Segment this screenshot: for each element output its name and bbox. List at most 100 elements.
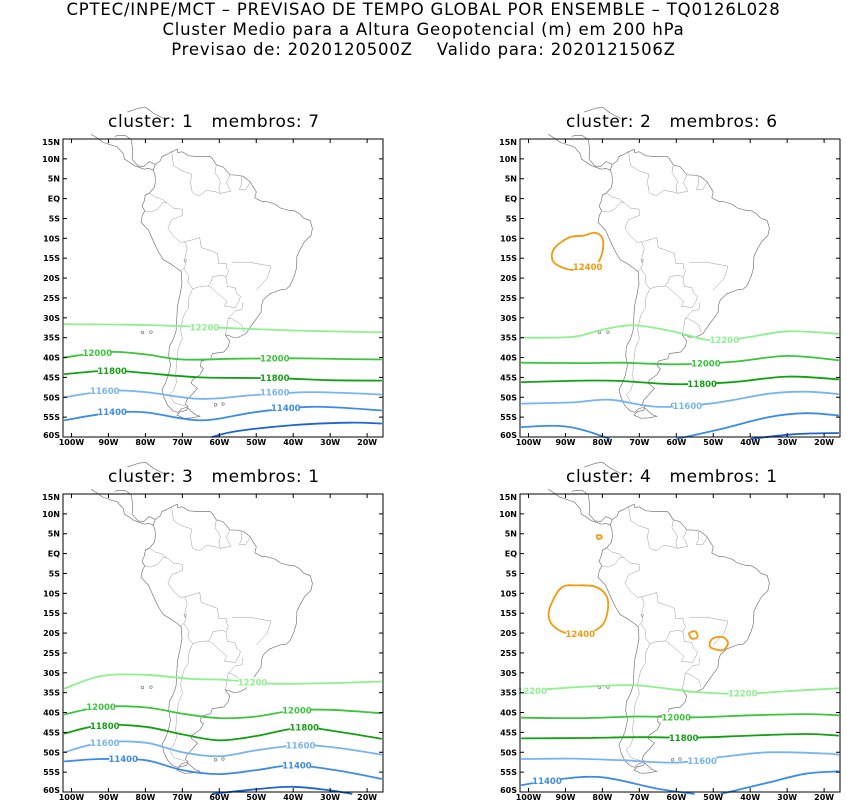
contour-label-bg <box>260 372 289 383</box>
country-border <box>671 164 678 194</box>
lat-label: 15S <box>500 609 517 618</box>
lat-label: 30S <box>43 314 60 323</box>
island <box>149 330 153 334</box>
country-border <box>232 261 272 291</box>
country-border <box>208 277 241 308</box>
panel-3-title: cluster: 3 membros: 1 <box>108 467 320 487</box>
map-frame <box>519 138 841 438</box>
lat-label: EQ <box>505 550 517 559</box>
country-border <box>183 268 227 290</box>
lat-label: 15S <box>43 254 60 263</box>
panel-4-title: cluster: 4 membros: 1 <box>566 467 778 487</box>
map-axes: 15N 10N 5N EQ 5S 10S 15S 20S 25S 30S 35S 40S 45S 50S 5… <box>42 493 383 802</box>
lat-label: 25S <box>500 294 517 303</box>
contour-label-12400: 12400 <box>565 630 595 640</box>
lat-label: 25S <box>43 294 60 303</box>
panel-2-title: cluster: 2 membros: 6 <box>566 112 778 132</box>
country-border <box>640 623 684 645</box>
country-border <box>169 288 193 407</box>
contour-label-bg <box>87 701 116 712</box>
map-geography <box>547 106 770 419</box>
lat-label: 35S <box>43 689 60 698</box>
lat-label: 45S <box>500 728 517 737</box>
contour-12400 <box>708 635 729 652</box>
contour-label-bg <box>271 402 300 413</box>
country-border <box>606 192 624 203</box>
map-axes: 15N 10N 5N EQ 5S 10S 15S 20S 25S 30S 35S 40S 45S 50S 5… <box>42 138 383 447</box>
lon-label: 20W <box>357 438 377 447</box>
contour-12200 <box>521 684 839 695</box>
lon-label: 40W <box>283 438 303 447</box>
country-border <box>626 288 650 407</box>
lon-label: 90W <box>555 438 575 447</box>
lat-label: 20S <box>500 629 517 638</box>
contour-12000 <box>63 350 382 361</box>
lat-label: 5S <box>506 214 518 223</box>
contour-label-bg <box>290 722 319 733</box>
country-border <box>184 592 229 633</box>
lat-label: 25S <box>43 649 60 658</box>
country-border <box>166 202 188 272</box>
lat-label: 60S <box>43 431 60 440</box>
lon-label: 100W <box>59 793 85 802</box>
contour-label-bg <box>573 261 602 272</box>
country-border <box>626 643 650 762</box>
lat-label: 15N <box>42 138 60 147</box>
lat-label: 50S <box>43 393 60 402</box>
contour-12400 <box>547 584 610 636</box>
country-border <box>689 261 729 291</box>
map-axes: 15N 10N 5N EQ 5S 10S 15S 20S 25S 30S 35S 40S 45S 50S 5… <box>499 138 840 447</box>
central-america-coastline <box>114 490 156 522</box>
tierra-del-fuego-coastline <box>176 762 201 774</box>
lon-label: 100W <box>516 793 542 802</box>
contour-label-bg <box>532 775 561 786</box>
caribbean-coastline <box>127 461 165 475</box>
country-border <box>239 181 251 191</box>
contour-label-11800: 11800 <box>669 734 699 744</box>
contour-label-bg <box>691 358 720 369</box>
contour-label-bg <box>282 705 311 716</box>
contour-label-bg <box>688 378 717 389</box>
country-border <box>227 302 245 333</box>
lat-label: 45S <box>500 373 517 382</box>
lake-outline <box>640 259 645 264</box>
map-axes: 15N 10N 5N EQ 5S 10S 15S 20S 25S 30S 35S 40S 45S 50S 5… <box>499 493 840 802</box>
lon-label: 80W <box>592 438 612 447</box>
country-border <box>214 164 221 194</box>
contour-label-11600: 11600 <box>687 757 717 767</box>
central-america-pacific-coastline <box>90 133 154 171</box>
contour-label-bg <box>98 365 127 376</box>
country-border <box>224 673 229 690</box>
lon-label: 70W <box>172 793 192 802</box>
contour-layer: 12400 12200 12200 12000 11800 11600 11400 <box>517 534 839 795</box>
map-geography <box>90 106 313 419</box>
country-border <box>696 181 708 191</box>
contour-label-11400: 11400 <box>108 755 138 765</box>
contour-label-12000: 12000 <box>86 703 116 713</box>
contour-label-bg <box>260 353 289 364</box>
lat-label: 40S <box>500 354 517 363</box>
lon-label: 70W <box>172 438 192 447</box>
lon-label: 60W <box>209 793 229 802</box>
header-line-2: Cluster Medio para a Altura Geopotencial… <box>162 20 685 39</box>
contour-label-12200: 12200 <box>728 690 758 700</box>
lon-label: 90W <box>98 438 118 447</box>
contour-12200 <box>521 324 839 342</box>
figure-header: CPTEC/INPE/MCT – PREVISAO DE TEMPO GLOBA… <box>0 0 847 60</box>
lat-label: 10N <box>499 155 517 164</box>
contour-11200 <box>750 432 839 440</box>
country-border <box>628 506 651 549</box>
country-border <box>239 531 242 545</box>
lat-label: 15N <box>499 493 517 502</box>
country-border <box>601 201 624 213</box>
contour-label-11600: 11600 <box>90 739 120 749</box>
lon-label: 60W <box>666 793 686 802</box>
country-border <box>149 547 167 558</box>
caribbean-coastline <box>127 106 165 120</box>
header-line-3: Previsao de: 2020120500Z Valido para: 20… <box>171 40 676 59</box>
contour-label-12400: 12400 <box>573 263 603 273</box>
lon-label: 50W <box>703 793 723 802</box>
contour-label-11800: 11800 <box>260 374 290 384</box>
lat-label: 20S <box>500 274 517 283</box>
contour-11400 <box>521 424 611 440</box>
